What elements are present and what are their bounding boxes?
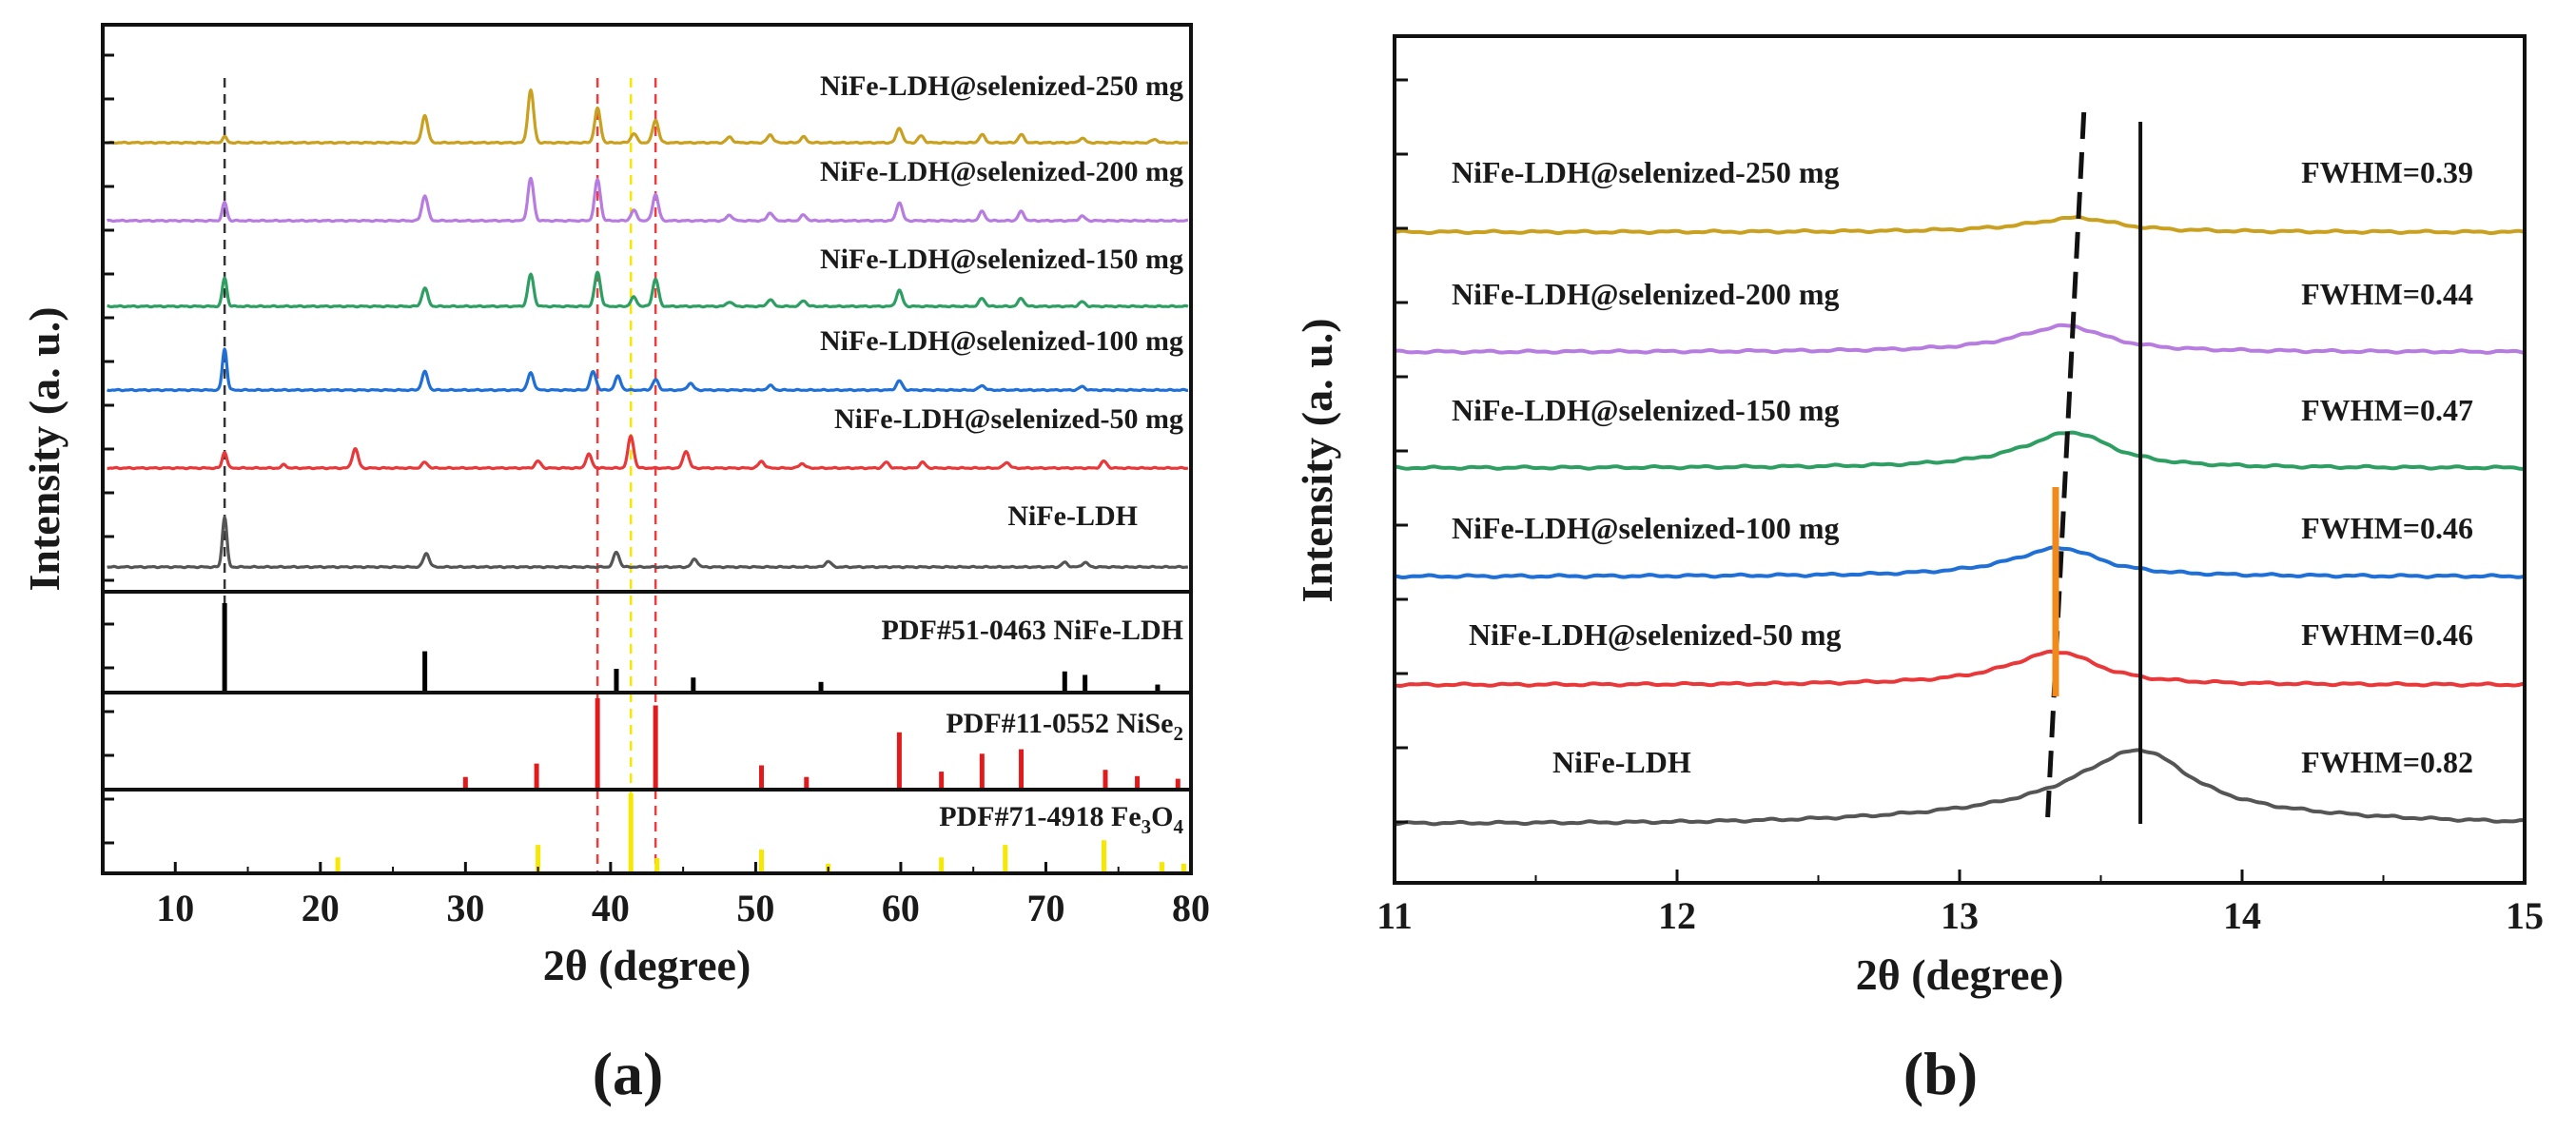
panel-b: NiFe-LDH@selenized-250 mg FWHM=0.39 NiFe-L… xyxy=(1293,34,2544,1107)
a-series-label-nife-ldh-selenized-100-mg: NiFe-LDH@selenized-100 mg xyxy=(820,325,1183,357)
a-series-label-nife-ldh-selenized-250-mg: NiFe-LDH@selenized-250 mg xyxy=(820,70,1183,102)
a-ref-label-sub-2: 4 xyxy=(1174,815,1184,838)
b-series-line-nife-ldh xyxy=(1394,748,2526,827)
b-series-label-nife-ldh-selenized-150-mg: NiFe-LDH@selenized-150 mg xyxy=(1452,393,1839,427)
a-ref-label-2: PDF#71-4918 Fe3O4 xyxy=(939,801,1183,838)
a-ref-label-sub: 2 xyxy=(1174,722,1184,745)
b-x-tick-label: 11 xyxy=(1376,894,1413,937)
b-series-label-nife-ldh-selenized-50-mg: NiFe-LDH@selenized-50 mg xyxy=(1469,617,1841,652)
b-fwhm-label-3: FWHM=0.46 xyxy=(2301,511,2473,545)
b-fwhm-label-2: FWHM=0.47 xyxy=(2301,393,2473,427)
a-ref-label-1: PDF#11-0552 NiSe2 xyxy=(946,708,1183,745)
b-series-line-nife-ldh-selenized-150-mg xyxy=(1394,430,2526,471)
a-x-tick-label: 30 xyxy=(446,887,484,929)
a-series-label-nife-ldh-selenized-50-mg: NiFe-LDH@selenized-50 mg xyxy=(834,403,1183,435)
b-fwhm-label-5: FWHM=0.82 xyxy=(2301,745,2473,779)
a-series-group xyxy=(106,88,1189,570)
a-series-line-nife-ldh-selenized-150-mg xyxy=(106,270,1189,309)
b-series-label-nife-ldh: NiFe-LDH xyxy=(1552,745,1691,779)
a-ref-label-text-2: O xyxy=(1151,801,1173,832)
a-x-tick-label: 60 xyxy=(882,887,920,929)
a-series-line-nife-ldh-selenized-200-mg xyxy=(106,176,1189,224)
a-ref-label-0: PDF#51-0463 NiFe-LDH xyxy=(882,615,1183,646)
a-series-line-nife-ldh xyxy=(106,516,1189,570)
a-ref-label-sub: 3 xyxy=(1142,815,1152,838)
b-series-line-nife-ldh-selenized-200-mg xyxy=(1394,323,2526,355)
a-series-labels: NiFe-LDH@selenized-250 mg NiFe-LDH@seleni… xyxy=(820,70,1183,532)
b-series-labels: NiFe-LDH@selenized-250 mg FWHM=0.39 NiFe-L… xyxy=(1452,155,2473,779)
b-x-axis-label: 2θ (degree) xyxy=(1856,950,2064,999)
a-plot-frame xyxy=(101,23,1193,875)
a-x-tick-label: 20 xyxy=(302,887,340,929)
a-series-line-nife-ldh-selenized-100-mg xyxy=(106,347,1189,393)
b-fwhm-label-0: FWHM=0.39 xyxy=(2301,155,2473,189)
b-series-label-nife-ldh-selenized-200-mg: NiFe-LDH@selenized-200 mg xyxy=(1452,277,1839,311)
a-ref-label-text: PDF#11-0552 NiSe xyxy=(946,708,1173,739)
b-y-axis-label: Intensity (a. u.) xyxy=(1293,318,1341,602)
a-x-tick-label: 80 xyxy=(1172,887,1210,929)
a-x-tick-label: 50 xyxy=(736,887,774,929)
b-fwhm-label-1: FWHM=0.44 xyxy=(2301,277,2473,311)
b-x-tick-label: 12 xyxy=(1658,894,1696,937)
a-y-ticks xyxy=(103,53,114,845)
a-y-axis-label: Intensity (a. u.) xyxy=(20,306,68,591)
a-panel-caption: (a) xyxy=(593,1040,664,1107)
b-series-line-nife-ldh-selenized-50-mg xyxy=(1394,649,2526,688)
b-y-ticks xyxy=(1395,78,1408,824)
b-series-group xyxy=(1394,215,2526,827)
a-x-tick-label: 70 xyxy=(1026,887,1064,929)
b-x-tick-label: 14 xyxy=(2223,894,2261,937)
a-ref-label-text: PDF#51-0463 NiFe-LDH xyxy=(882,615,1183,646)
b-series-line-nife-ldh-selenized-250-mg xyxy=(1394,215,2526,236)
b-guide-lines xyxy=(2044,111,2143,829)
a-x-axis-ticks: 10 20 30 40 50 60 70 80 xyxy=(102,862,1210,929)
a-series-label-nife-ldh: NiFe-LDH xyxy=(1007,500,1138,532)
b-x-axis-ticks: 11 12 13 14 15 xyxy=(1376,870,2544,937)
b-series-label-nife-ldh-selenized-100-mg: NiFe-LDH@selenized-100 mg xyxy=(1452,511,1839,545)
b-series-label-nife-ldh-selenized-250-mg: NiFe-LDH@selenized-250 mg xyxy=(1452,155,1839,189)
b-panel-caption: (b) xyxy=(1903,1040,1978,1107)
a-guide-lines xyxy=(223,78,657,873)
a-series-label-nife-ldh-selenized-150-mg: NiFe-LDH@selenized-150 mg xyxy=(820,244,1183,275)
a-x-tick-label: 40 xyxy=(592,887,630,929)
a-x-tick-label: 10 xyxy=(156,887,194,929)
a-x-axis-label: 2θ (degree) xyxy=(543,941,751,989)
a-series-label-nife-ldh-selenized-200-mg: NiFe-LDH@selenized-200 mg xyxy=(820,156,1183,187)
b-x-tick-label: 13 xyxy=(1941,894,1979,937)
b-x-tick-label: 15 xyxy=(2506,894,2544,937)
b-fwhm-label-4: FWHM=0.46 xyxy=(2301,617,2473,652)
a-series-line-nife-ldh-selenized-50-mg xyxy=(106,434,1189,471)
a-series-line-nife-ldh-selenized-250-mg xyxy=(106,88,1189,146)
a-ref-label-text: PDF#71-4918 Fe xyxy=(939,801,1141,832)
b-series-line-nife-ldh-selenized-100-mg xyxy=(1394,545,2526,579)
